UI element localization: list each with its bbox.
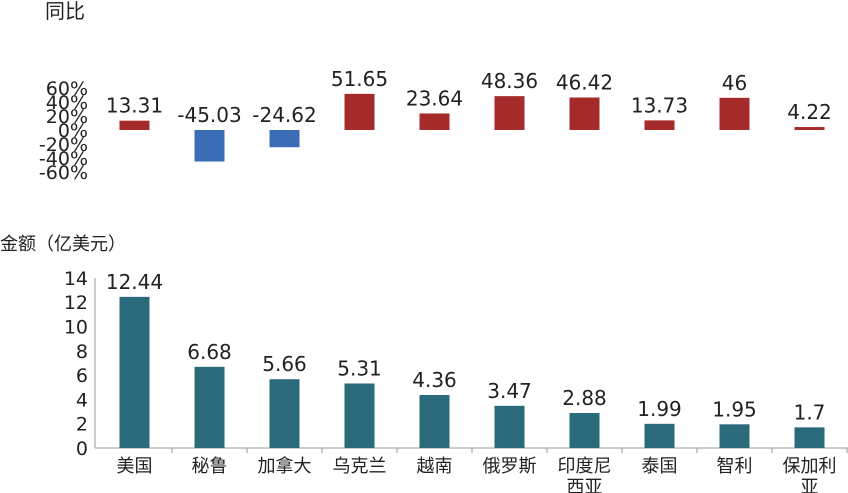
yoy-value-label: 51.65 xyxy=(331,67,388,91)
category-label: 印度尼 xyxy=(558,456,612,477)
amount-value-label: 6.68 xyxy=(187,340,232,364)
amount-bar-3 xyxy=(269,379,300,448)
amount-tick-label: 12 xyxy=(64,292,88,314)
yoy-value-label: 4.22 xyxy=(787,100,832,124)
category-label: 秘鲁 xyxy=(192,456,228,477)
amount-value-label: 1.95 xyxy=(712,397,757,421)
category-label: 加拿大 xyxy=(258,455,312,477)
yoy-bar-1 xyxy=(119,120,150,130)
yoy-bars xyxy=(119,93,825,162)
amount-tick-label: 0 xyxy=(76,438,88,460)
amount-value-label: 4.36 xyxy=(412,368,457,392)
yoy-axis-title: 同比 xyxy=(45,0,85,23)
amount-value-label: 5.31 xyxy=(337,356,382,380)
yoy-y-ticks: 60%40%20%0%-20%-40%-60% xyxy=(39,78,88,184)
amount-value-labels: 12.44 6.68 5.66 5.31 4.36 3.47 2.88 1.99 1.95 1.7 xyxy=(106,270,826,424)
yoy-bar-6 xyxy=(494,96,525,130)
yoy-value-label: 13.31 xyxy=(106,94,163,118)
amount-bar-8 xyxy=(644,423,675,448)
yoy-value-label: 23.64 xyxy=(406,86,463,110)
yoy-value-labels: 13.31 -45.03 -24.62 51.65 23.64 48.36 46.42 13.… xyxy=(106,67,832,127)
category-label: 泰国 xyxy=(642,456,678,477)
yoy-tick-label: 60% xyxy=(46,78,88,100)
category-label: 俄罗斯 xyxy=(483,456,537,477)
yoy-value-label: -24.62 xyxy=(252,103,316,127)
category-label: 西亚 xyxy=(567,477,603,493)
category-label: 智利 xyxy=(717,456,753,477)
yoy-tick-label: 40% xyxy=(46,92,88,114)
yoy-tick-label: -20% xyxy=(39,134,88,156)
yoy-bar-9 xyxy=(719,97,750,130)
amount-bar-4 xyxy=(344,383,375,448)
amount-bar-1 xyxy=(119,296,150,448)
category-label: 乌克兰 xyxy=(333,456,387,477)
amount-bar-10 xyxy=(794,427,825,448)
amount-value-label: 5.66 xyxy=(262,352,307,376)
category-label: 美国 xyxy=(117,456,153,477)
yoy-tick-label: -40% xyxy=(39,148,88,170)
yoy-value-label: -45.03 xyxy=(177,103,241,127)
yoy-bar-5 xyxy=(419,113,450,130)
amount-axis-title: 金额（亿美元） xyxy=(0,234,126,255)
yoy-bar-10 xyxy=(794,127,825,130)
yoy-value-label: 46 xyxy=(722,71,747,95)
amount-bar-7 xyxy=(569,413,600,448)
yoy-bar-2 xyxy=(194,130,225,162)
category-label: 越南 xyxy=(417,456,453,477)
amount-value-label: 1.7 xyxy=(794,400,826,424)
amount-tick-label: 10 xyxy=(64,317,88,339)
yoy-bar-3 xyxy=(269,130,300,148)
amount-bar-6 xyxy=(494,405,525,448)
amount-tick-label: 6 xyxy=(76,365,88,387)
yoy-bar-4 xyxy=(344,93,375,130)
amount-tick-label: 14 xyxy=(64,268,88,290)
yoy-tick-label: 20% xyxy=(46,106,88,128)
amount-tick-label: 2 xyxy=(76,414,88,436)
amount-value-label: 12.44 xyxy=(106,270,163,294)
yoy-value-label: 46.42 xyxy=(556,71,613,95)
yoy-chart: 同比 60%40%20%0%-20%-40%-60% 13.31 -45.03 -2… xyxy=(39,0,832,184)
amount-bars xyxy=(119,296,825,448)
category-label: 保加利 xyxy=(783,456,837,477)
yoy-bar-8 xyxy=(644,120,675,130)
amount-value-label: 2.88 xyxy=(562,386,607,410)
yoy-value-label: 48.36 xyxy=(481,69,538,93)
amount-tick-label: 4 xyxy=(76,389,88,411)
amount-value-label: 1.99 xyxy=(637,397,682,421)
yoy-value-label: 13.73 xyxy=(631,93,688,117)
category-label: 亚 xyxy=(801,477,819,493)
amount-tick-label: 8 xyxy=(76,341,88,363)
amount-value-label: 3.47 xyxy=(487,379,532,403)
yoy-bar-7 xyxy=(569,97,600,130)
amount-bar-2 xyxy=(194,366,225,448)
amount-bar-5 xyxy=(419,395,450,448)
yoy-tick-label: -60% xyxy=(39,162,88,184)
amount-bar-9 xyxy=(719,424,750,448)
yoy-tick-label: 0% xyxy=(58,120,88,142)
